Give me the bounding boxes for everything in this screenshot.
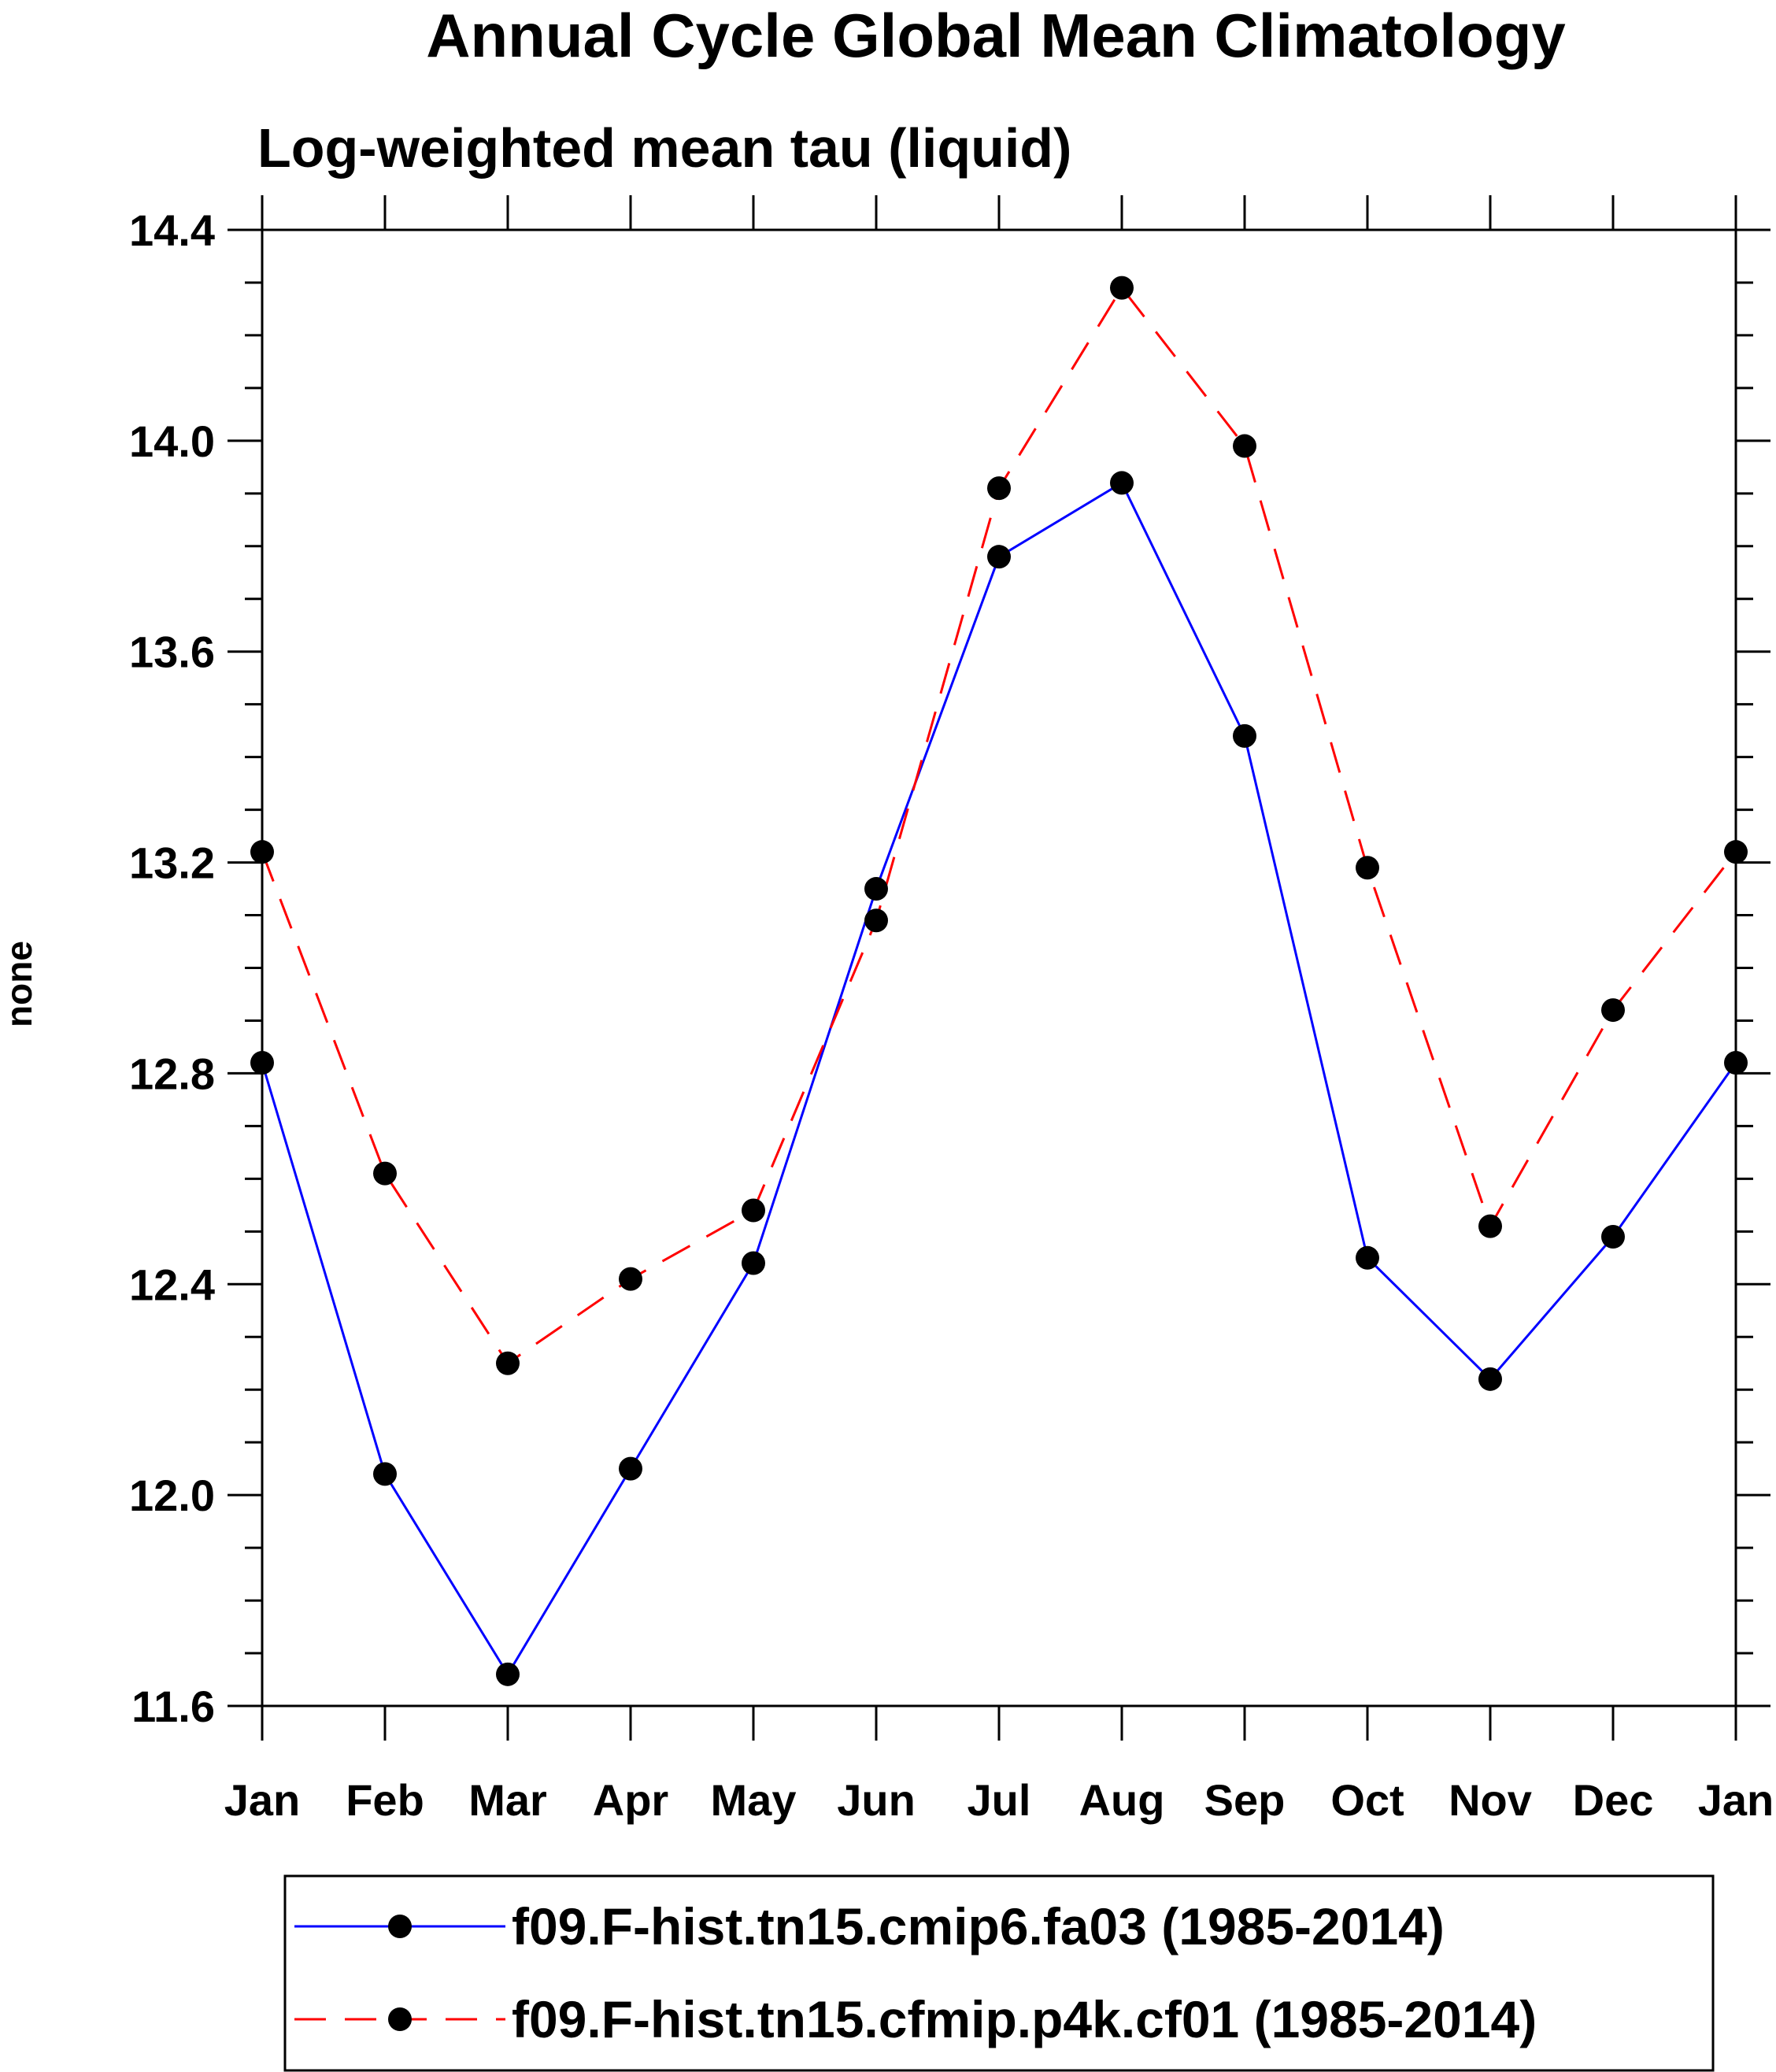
data-point-series-2: [987, 476, 1011, 501]
data-point-series-2: [864, 908, 888, 933]
chart-title: Annual Cycle Global Mean Climatology: [426, 1, 1566, 70]
data-point-series-1: [496, 1662, 520, 1686]
x-tick-label: Jul: [968, 1775, 1031, 1825]
legend-box: [283, 1874, 1715, 2072]
data-point-series-1: [1233, 723, 1256, 748]
legend-marker-2: [388, 2007, 412, 2031]
y-tick-labels: 11.6 12.0 12.4 12.8 13.2 13.6 14.0 14.4: [129, 205, 215, 1731]
legend-entry-2: f09.F-hist.tn15.cfmip.p4k.cf01 (1985-201…: [512, 1990, 1537, 2048]
legend: f09.F-hist.tn15.cmip6.fa03 (1985-2014) f0…: [283, 1874, 1715, 2072]
y-tick-label: 12.0: [129, 1471, 215, 1520]
y-tick-label: 13.6: [129, 627, 215, 677]
data-point-series-1: [742, 1251, 765, 1275]
x-tick-label: Jun: [837, 1775, 916, 1825]
data-point-series-2: [619, 1267, 642, 1291]
legend-entry-1: f09.F-hist.tn15.cmip6.fa03 (1985-2014): [512, 1897, 1445, 1955]
y-tick-label: 11.6: [131, 1682, 215, 1731]
y-tick-label: 13.2: [129, 838, 215, 888]
series-line-2: [261, 286, 1737, 1365]
x-tick-label: Sep: [1204, 1775, 1286, 1825]
data-point-series-1: [373, 1462, 397, 1486]
y-tick-label: 12.4: [129, 1260, 215, 1309]
data-point-series-1: [987, 545, 1011, 569]
x-tick-label: Dec: [1573, 1775, 1654, 1825]
x-tick-label: Aug: [1079, 1775, 1165, 1825]
data-point-series-1: [1356, 1245, 1379, 1270]
x-tick-label: Nov: [1449, 1775, 1532, 1825]
data-point-series-2: [1478, 1214, 1502, 1238]
data-point-series-2: [373, 1161, 397, 1186]
data-point-series-2: [250, 840, 274, 864]
y-tick-label: 14.0: [129, 416, 215, 466]
chart-subtitle: Log-weighted mean tau (liquid): [257, 117, 1071, 179]
data-point-series-1: [1110, 471, 1134, 495]
x-tick-label: Jan: [1698, 1775, 1774, 1825]
x-tick-label: Apr: [593, 1775, 668, 1825]
data-point-series-1: [1601, 1225, 1625, 1249]
data-point-series-2: [1356, 856, 1379, 880]
data-point-series-2: [742, 1198, 765, 1223]
x-tick-label: Oct: [1330, 1775, 1404, 1825]
data-point-series-2: [1601, 998, 1625, 1023]
series-points: [250, 276, 1748, 1686]
x-tick-labels: Jan Feb Mar Apr May Jun Jul Aug Sep Oct Nov Dec Jan: [224, 1775, 1774, 1825]
data-point-series-1: [864, 877, 888, 901]
data-point-series-2: [496, 1351, 520, 1375]
y-axis-label: none: [0, 941, 39, 1027]
plot-area: [261, 228, 1737, 1708]
series-line-1: [261, 481, 1737, 1677]
data-point-series-2: [1724, 840, 1748, 864]
data-point-series-1: [1724, 1051, 1748, 1075]
x-tick-label: Feb: [346, 1775, 424, 1825]
x-tick-label: Jan: [224, 1775, 301, 1825]
x-tick-label: Mar: [468, 1775, 547, 1825]
data-point-series-1: [1478, 1367, 1502, 1391]
legend-marker-1: [388, 1915, 412, 1938]
data-point-series-2: [1233, 434, 1256, 458]
axis-ticks: [228, 195, 1770, 1741]
y-tick-label: 12.8: [129, 1049, 215, 1098]
plot-border: [261, 228, 1737, 1708]
x-tick-label: May: [711, 1775, 797, 1825]
data-point-series-1: [619, 1456, 642, 1481]
data-point-series-2: [1110, 276, 1134, 300]
y-tick-label: 14.4: [129, 205, 215, 255]
data-point-series-1: [250, 1051, 274, 1075]
